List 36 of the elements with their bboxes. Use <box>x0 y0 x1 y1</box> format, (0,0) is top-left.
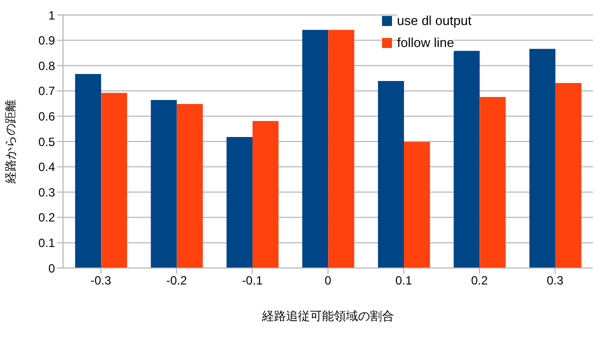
y-tick-label: 0.7 <box>38 84 56 98</box>
bar <box>226 136 253 268</box>
x-tick-label: -0.1 <box>242 274 263 288</box>
x-tick-label: 0.1 <box>395 274 412 288</box>
bar <box>529 48 556 268</box>
x-tick-label: 0.2 <box>471 274 488 288</box>
y-tick-label: 0.9 <box>38 34 56 48</box>
x-axis-title: 経路追従可能領域の割合 <box>261 309 394 323</box>
y-tick-label: 0.2 <box>38 210 56 225</box>
y-tick-label: 0.5 <box>38 134 56 149</box>
y-tick-label: 0.8 <box>38 58 56 73</box>
y-tick-label: 0.3 <box>38 185 56 200</box>
bar <box>454 50 480 268</box>
bar <box>378 81 404 268</box>
legend-label: use dl output <box>397 12 472 30</box>
bar <box>328 30 354 268</box>
y-tick-label: 0.4 <box>38 160 56 174</box>
bar <box>302 30 328 268</box>
y-tick-label: 0.1 <box>38 236 56 250</box>
bar <box>150 100 177 268</box>
x-tick-label: 0.3 <box>546 274 564 288</box>
bar <box>404 142 430 268</box>
x-tick-label: -0.3 <box>90 274 112 288</box>
bar <box>480 96 506 268</box>
bar <box>555 83 582 268</box>
x-tick-label: 0 <box>324 274 332 288</box>
y-tick-label: 0 <box>48 261 56 276</box>
bar <box>252 121 279 268</box>
y-tick-label: 0.6 <box>38 109 56 124</box>
y-tick-label: 1 <box>48 8 56 22</box>
bar <box>101 92 128 268</box>
legend-label: follow line <box>397 34 454 52</box>
bar <box>176 104 203 268</box>
bar <box>75 74 102 268</box>
x-tick-label: -0.2 <box>166 274 188 288</box>
y-axis-title: 経路からの距離 <box>3 100 18 184</box>
